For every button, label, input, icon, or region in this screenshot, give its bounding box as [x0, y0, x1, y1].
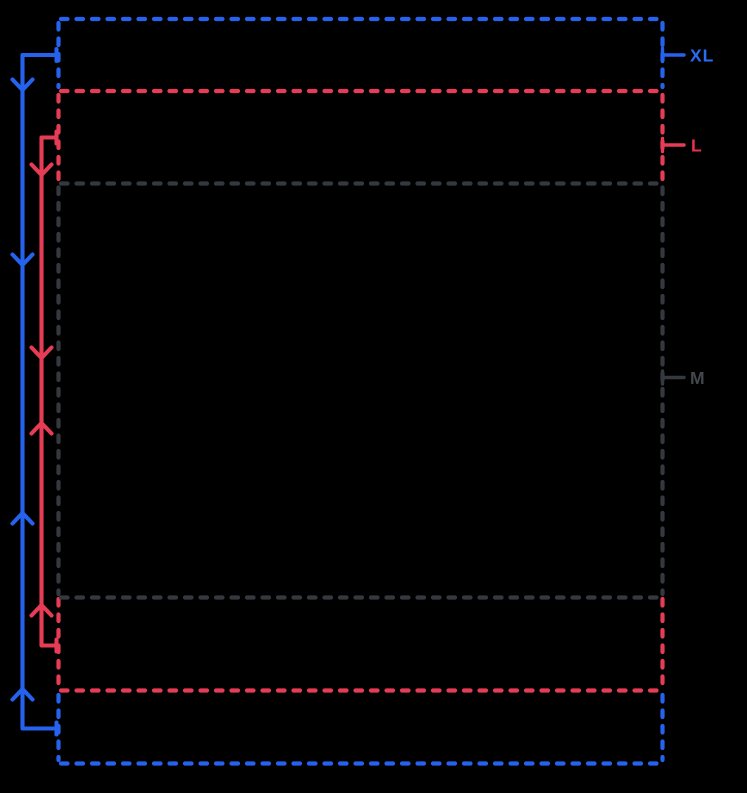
- l-chevron-down-icon: [29, 345, 54, 361]
- l-span-line: [39, 135, 59, 648]
- l-chevron-up-icon: [29, 420, 54, 436]
- l-callout: L: [660, 136, 703, 156]
- m-label: M: [690, 368, 706, 388]
- m-frame: [56, 181, 665, 600]
- xl-span-arrow: [10, 46, 59, 737]
- l-frame: [56, 88, 665, 693]
- xl-chevron-down-icon: [10, 77, 35, 93]
- xl-chevron-up-icon: [10, 510, 35, 526]
- xl-chevron-down-icon: [10, 252, 35, 268]
- xl-label: XL: [690, 46, 714, 66]
- xl-callout: XL: [660, 46, 714, 66]
- xl-span-line: [20, 52, 59, 731]
- m-callout: M: [660, 368, 706, 388]
- l-chevron-up-icon: [29, 602, 54, 618]
- xl-chevron-up-icon: [10, 686, 35, 702]
- l-chevron-down-icon: [29, 162, 54, 178]
- l-label: L: [691, 136, 703, 156]
- l-span-arrow: [29, 129, 59, 654]
